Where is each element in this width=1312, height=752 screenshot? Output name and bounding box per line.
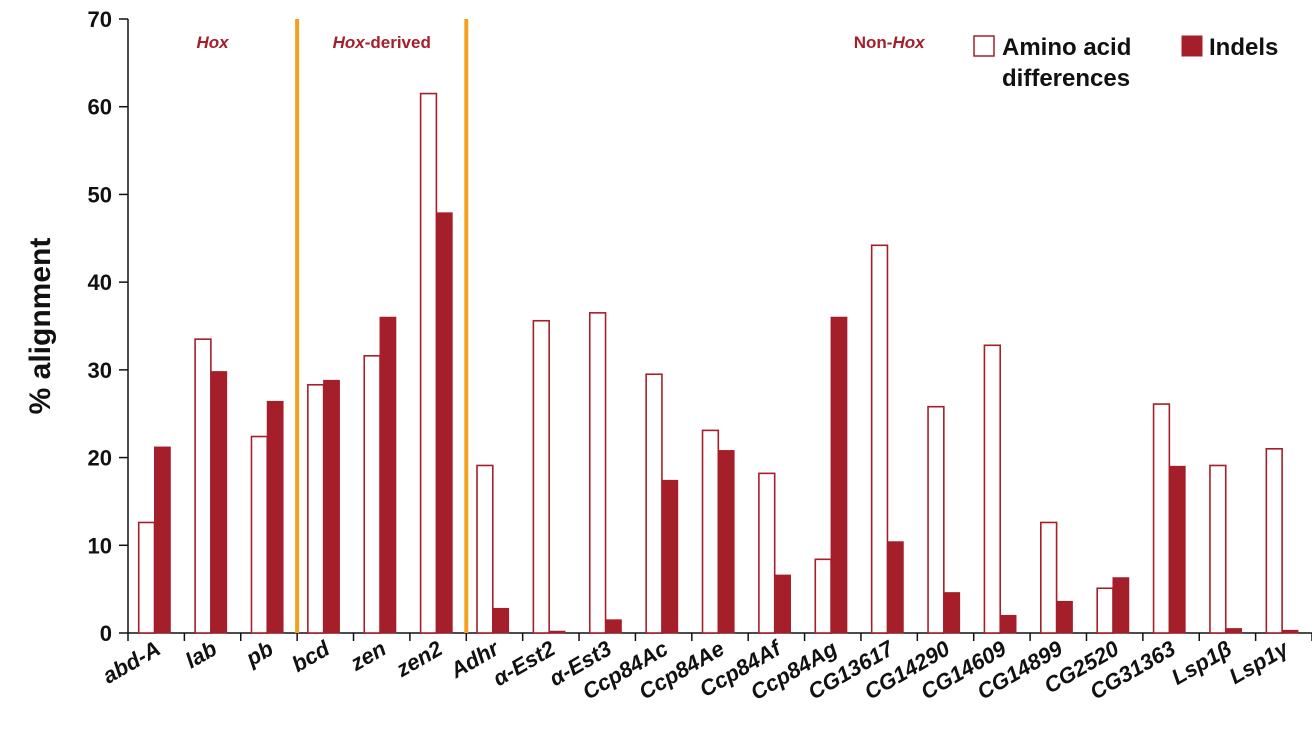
bar-indels-cg31363 <box>1168 465 1186 634</box>
bar-amino-acid-differences-cg14899 <box>1040 521 1058 634</box>
legend-label-amino-acid-differences-line2: differences <box>1002 65 1130 92</box>
x-tick-label-zen: zen <box>345 636 390 676</box>
bar-amino-acid-differences-cg14290 <box>927 405 945 634</box>
y-tick-label: 70 <box>88 7 112 32</box>
bar-indels-bcd <box>323 379 340 634</box>
x-tick-label-lab: lab <box>181 636 221 674</box>
group-label: Hox <box>197 33 231 52</box>
bar-amino-acid-differences-cg2520 <box>1096 587 1114 634</box>
bar-indels-zen <box>379 316 397 634</box>
bar-amino-acid-differences-zen2 <box>419 92 438 634</box>
x-tick-label-alpha-est2: α-Est2 <box>488 635 560 691</box>
legend-swatch-indels <box>1181 35 1203 57</box>
bar-indels-alpha-est2 <box>548 630 566 634</box>
y-tick-label: 40 <box>88 270 112 295</box>
bar-indels-lab <box>210 371 228 634</box>
bar-amino-acid-differences-ccp84ac <box>645 373 663 634</box>
bar-amino-acid-differences-lsp1beta <box>1209 464 1227 634</box>
bar-amino-acid-differences-cg31363 <box>1152 403 1171 634</box>
bar-indels-ccp84ac <box>661 479 679 634</box>
x-tick-label-bcd: bcd <box>287 635 334 676</box>
legend-label-amino-acid-differences-line1: Amino acid <box>1002 34 1131 61</box>
bar-amino-acid-differences-alpha-est2 <box>532 319 550 634</box>
y-tick-label: 10 <box>88 533 112 558</box>
x-ticks: abd-A lab pb bcd zen zen2 Adhrα-Est2α-Est3Ccp8… <box>98 633 1312 705</box>
bar-amino-acid-differences-adhr <box>476 464 494 634</box>
bar-indels-lsp1beta <box>1225 628 1243 634</box>
y-tick-label: 0 <box>100 621 112 646</box>
bars <box>137 92 1299 634</box>
bar-amino-acid-differences-zen <box>363 355 381 634</box>
bar-indels-cg13617 <box>886 541 904 634</box>
bar-amino-acid-differences-lab <box>194 338 212 634</box>
x-tick-label-lsp1beta: Lsp1β <box>1167 636 1236 690</box>
y-tick-label: 60 <box>88 95 112 120</box>
bar-amino-acid-differences-alpha-est3 <box>588 312 607 634</box>
bar-indels-abd-a <box>153 446 171 634</box>
bar-indels-ccp84ag <box>830 316 848 634</box>
bar-amino-acid-differences-pb <box>250 435 269 634</box>
x-tick-label-zen2: zen2 <box>391 635 447 682</box>
y-tick-label: 50 <box>88 182 112 207</box>
bar-amino-acid-differences-ccp84ae <box>701 429 720 634</box>
bar-amino-acid-differences-cg13617 <box>870 244 889 634</box>
group-dividers <box>295 19 469 633</box>
group-labels: Hox Hox-derived Non-Hox <box>197 33 927 52</box>
bar-amino-acid-differences-cg14609 <box>983 344 1002 634</box>
y-tick-label: 20 <box>88 446 112 471</box>
bar-indels-alpha-est3 <box>605 619 622 634</box>
group-label: Hox-derived <box>333 33 431 52</box>
bar-indels-ccp84af <box>774 574 791 634</box>
bar-indels-lsp1gamma <box>1281 629 1299 634</box>
bar-indels-cg14899 <box>1056 600 1073 634</box>
bar-indels-adhr <box>492 607 510 634</box>
bar-indels-cg14290 <box>943 592 961 634</box>
bar-amino-acid-differences-ccp84ag <box>814 558 832 634</box>
bar-amino-acid-differences-bcd <box>307 383 325 634</box>
x-tick-label-pb: pb <box>241 636 278 672</box>
bar-indels-ccp84ae <box>717 450 735 634</box>
y-axis-label: % alignment <box>24 238 57 415</box>
y-tick-label: 30 <box>88 358 112 383</box>
bar-amino-acid-differences-lsp1gamma <box>1265 447 1283 634</box>
legend: Amino acid differences Indels <box>973 34 1278 92</box>
legend-swatch-amino-acid-differences <box>973 35 995 57</box>
bar-amino-acid-differences-abd-a <box>137 521 156 634</box>
bar-indels-pb <box>266 400 284 634</box>
bar-indels-cg2520 <box>1112 577 1130 634</box>
bar-indels-zen2 <box>435 212 453 634</box>
legend-label-indels: Indels <box>1209 34 1278 61</box>
bar-indels-cg14609 <box>999 614 1017 634</box>
group-label: Non-Hox <box>854 33 926 52</box>
bar-amino-acid-differences-ccp84af <box>758 472 776 634</box>
y-ticks: 0 10 20 30 40 50 60 70 <box>88 7 128 646</box>
x-tick-label-lsp1gamma: Lsp1γ <box>1225 635 1294 689</box>
